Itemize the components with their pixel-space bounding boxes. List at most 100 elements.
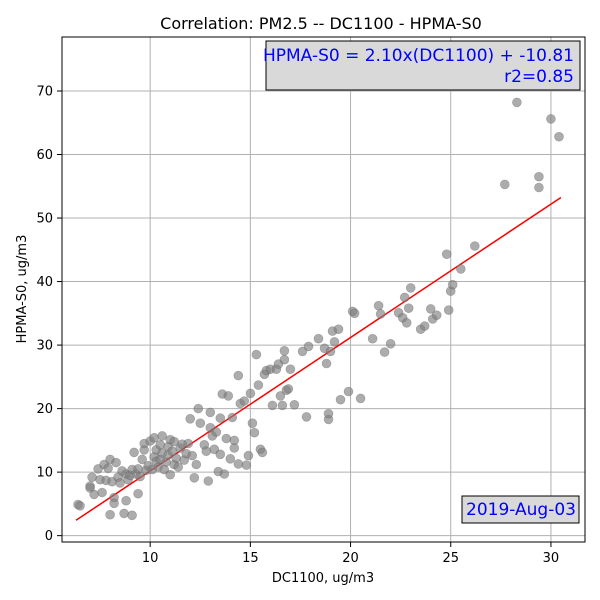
data-point-1: [75, 500, 85, 511]
scatter-points: [73, 97, 564, 521]
data-point-110: [277, 400, 288, 411]
data-point-99: [251, 349, 262, 360]
data-point-86: [225, 453, 236, 464]
data-point-55: [167, 446, 177, 457]
date-text: 2019-Aug-03: [466, 500, 576, 520]
data-point-97: [247, 418, 258, 429]
data-point-59: [173, 462, 183, 472]
data-point-151: [443, 305, 454, 315]
data-point-12: [105, 509, 115, 520]
data-point-128: [333, 324, 344, 335]
data-point-156: [499, 179, 510, 190]
data-point-30: [133, 488, 143, 499]
x-tick-label-10: 10: [142, 551, 159, 566]
data-point-33: [137, 454, 147, 465]
data-point-83: [219, 469, 230, 479]
data-point-68: [191, 459, 202, 470]
data-point-122: [321, 358, 332, 369]
data-point-80: [215, 413, 226, 423]
data-point-84: [221, 433, 232, 444]
data-point-119: [303, 341, 314, 352]
data-point-11: [103, 463, 113, 474]
data-point-73: [203, 476, 214, 486]
data-point-95: [243, 450, 254, 461]
data-point-90: [233, 370, 244, 381]
data-point-150: [441, 249, 452, 259]
data-point-58: [171, 453, 181, 464]
data-point-132: [349, 308, 360, 319]
x-axis-label: DC1100, ug/m3: [272, 571, 374, 586]
y-tick-label-30: 30: [36, 339, 53, 354]
data-point-154: [455, 264, 466, 274]
data-point-141: [399, 292, 410, 303]
data-point-118: [301, 412, 312, 422]
data-point-91: [233, 459, 244, 469]
x-tick-label-15: 15: [242, 551, 259, 566]
data-point-93: [239, 396, 250, 406]
data-point-117: [297, 346, 308, 357]
data-point-26: [127, 510, 137, 521]
data-point-96: [245, 388, 256, 399]
y-tick-label-60: 60: [36, 148, 53, 163]
chart-title: Correlation: PM2.5 -- DC1100 - HPMA-S0: [160, 14, 482, 33]
data-point-67: [189, 472, 200, 483]
data-point-157: [512, 97, 522, 108]
x-tick-label-25: 25: [442, 551, 459, 566]
data-point-120: [313, 333, 324, 344]
data-point-22: [121, 495, 131, 506]
plot-frame: [61, 36, 586, 543]
data-point-147: [425, 304, 436, 314]
equation-text: HPMA-S0 = 2.10x(DC1100) + -10.81: [263, 46, 574, 66]
data-point-115: [285, 364, 296, 375]
data-point-53: [165, 469, 175, 480]
data-point-19: [115, 478, 125, 488]
data-point-134: [367, 333, 378, 344]
ticks: 10 15 20 25 30 0 10 20 30 40 50 60 70: [36, 84, 559, 566]
data-point-85: [223, 391, 234, 401]
x-tick-label-20: 20: [342, 551, 359, 566]
data-point-45: [155, 439, 165, 450]
data-point-21: [119, 508, 129, 519]
data-point-65: [185, 413, 195, 424]
data-point-17: [111, 457, 121, 468]
data-point-135: [373, 300, 384, 311]
data-point-70: [195, 418, 206, 429]
y-axis-label: HPMA-S0, ug/m3: [15, 235, 30, 344]
data-point-4: [87, 472, 97, 483]
data-point-98: [249, 427, 260, 438]
data-point-159: [534, 182, 544, 193]
x-tick-label-30: 30: [543, 551, 560, 566]
y-tick-label-10: 10: [36, 466, 53, 481]
data-point-146: [419, 321, 430, 331]
data-point-149: [431, 310, 442, 321]
y-tick-label-50: 50: [36, 212, 53, 227]
data-point-78: [211, 427, 222, 437]
equation-box: [265, 40, 581, 91]
data-point-158: [534, 171, 544, 182]
data-point-64: [183, 438, 193, 449]
data-point-111: [279, 345, 290, 356]
data-point-137: [379, 347, 390, 357]
data-point-69: [193, 403, 204, 414]
data-point-102: [257, 447, 268, 458]
data-point-66: [187, 450, 197, 461]
data-point-106: [267, 400, 278, 411]
data-point-5: [89, 489, 99, 500]
data-point-32: [135, 471, 145, 482]
data-point-8: [97, 487, 107, 498]
data-point-16: [109, 498, 119, 509]
y-tick-label-0: 0: [45, 529, 53, 544]
data-point-87: [227, 412, 238, 423]
date-box: [461, 495, 580, 524]
data-point-81: [215, 449, 226, 460]
data-point-142: [401, 317, 412, 328]
data-point-47: [157, 431, 167, 441]
data-point-116: [289, 399, 300, 410]
data-point-114: [283, 384, 294, 394]
data-point-109: [275, 391, 286, 401]
data-point-138: [385, 338, 396, 349]
data-point-133: [355, 393, 366, 404]
data-point-94: [241, 460, 252, 470]
data-point-77: [209, 444, 220, 455]
